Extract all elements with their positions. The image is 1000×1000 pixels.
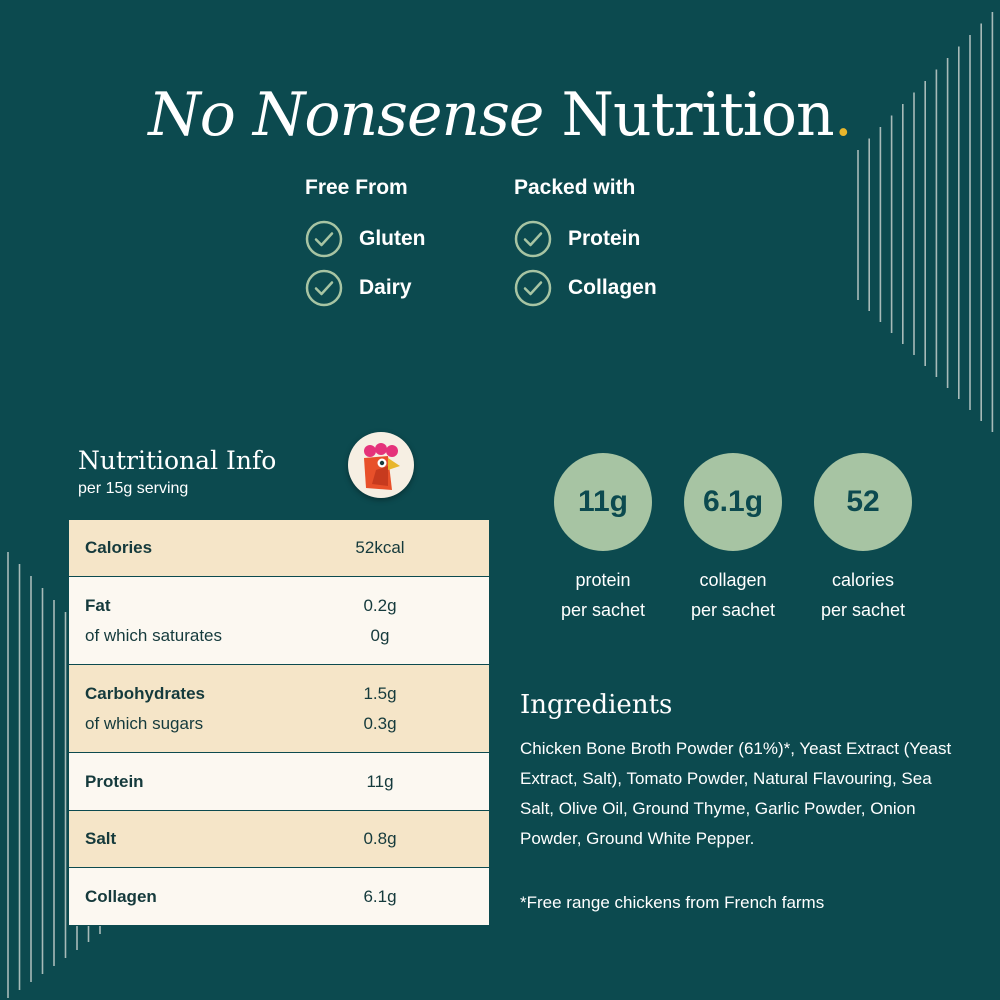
page-title-italic: No Nonsense: [148, 80, 544, 150]
check-circle-icon: [305, 269, 343, 306]
packed-with-item: Collagen: [514, 263, 657, 312]
stat-sublabel: per sachet: [820, 600, 906, 620]
table-row: Protein 11g: [69, 753, 489, 811]
row-label: Protein: [85, 771, 144, 791]
free-from-label: Dairy: [359, 275, 412, 299]
stat-calories: 52 calories per sachet: [798, 453, 928, 625]
table-row: Fat 0.2g of which saturates 0g: [69, 577, 489, 665]
stat-label: calories: [831, 570, 895, 590]
free-from-title: Free From: [305, 176, 408, 199]
row-sub-value: 0.3g: [363, 713, 397, 733]
ingredients-title: Ingredients: [520, 690, 673, 720]
row-value: 11g: [366, 771, 394, 791]
row-sub-value: 0g: [370, 625, 390, 645]
stat-sublabel: per sachet: [690, 600, 776, 620]
free-from-label: Gluten: [359, 226, 426, 250]
nutrition-table: Calories 52kcal Fat 0.2g of which saturate…: [68, 519, 490, 926]
stat-label: protein: [575, 570, 631, 590]
table-row: Collagen 6.1g: [69, 868, 489, 925]
table-row: Salt 0.8g: [69, 811, 489, 868]
stat-sublabel: per sachet: [560, 600, 646, 620]
row-label: Fat: [85, 595, 111, 615]
stat-label: collagen: [699, 570, 767, 590]
check-circle-icon: [514, 269, 552, 306]
ingredients-note: *Free range chickens from French farms: [520, 893, 825, 912]
ingredients-text: Chicken Bone Broth Powder (61%)*, Yeast …: [520, 739, 952, 848]
check-circle-icon: [514, 220, 552, 257]
free-from-section: Free From Gluten Dairy: [305, 176, 426, 312]
page-title-regular: Nutrition: [561, 80, 835, 150]
stat-collagen: 6.1g collagen per sachet: [668, 453, 798, 625]
row-sub-label: of which saturates: [85, 625, 223, 645]
packed-with-item: Protein: [514, 214, 657, 263]
page-title-dot: .: [833, 80, 853, 150]
free-from-item: Gluten: [305, 214, 426, 263]
rooster-logo-icon: [348, 432, 414, 498]
decorative-lines-top-right: [857, 12, 994, 432]
row-value: 0.8g: [363, 829, 397, 848]
table-row: Carbohydrates 1.5g of which sugars 0.3g: [69, 665, 489, 753]
check-circle-icon: [305, 220, 343, 257]
packed-with-title: Packed with: [514, 176, 636, 199]
nutrition-title: Nutritional Info: [78, 446, 277, 475]
row-sub-label: of which sugars: [85, 713, 204, 733]
packed-with-label: Protein: [568, 226, 641, 250]
row-label: Calories: [85, 538, 153, 557]
page-title: No Nonsense Nutrition.: [0, 80, 1000, 150]
stat-value: 6.1g: [684, 453, 782, 551]
row-value: 6.1g: [363, 886, 397, 906]
packed-with-label: Collagen: [568, 275, 657, 299]
table-row: Calories 52kcal: [69, 520, 489, 577]
row-label: Collagen: [85, 886, 157, 906]
stat-value: 11g: [554, 453, 652, 551]
free-from-item: Dairy: [305, 263, 426, 312]
row-label: Carbohydrates: [85, 683, 205, 703]
row-label: Salt: [85, 829, 117, 848]
row-value: 52kcal: [355, 538, 405, 557]
row-value: 1.5g: [363, 683, 397, 703]
nutrition-subtitle: per 15g serving: [78, 480, 189, 497]
stat-value: 52: [814, 453, 912, 551]
row-value: 0.2g: [363, 595, 397, 615]
packed-with-section: Packed with Protein Collagen: [514, 176, 657, 312]
stat-protein: 11g protein per sachet: [538, 453, 668, 625]
